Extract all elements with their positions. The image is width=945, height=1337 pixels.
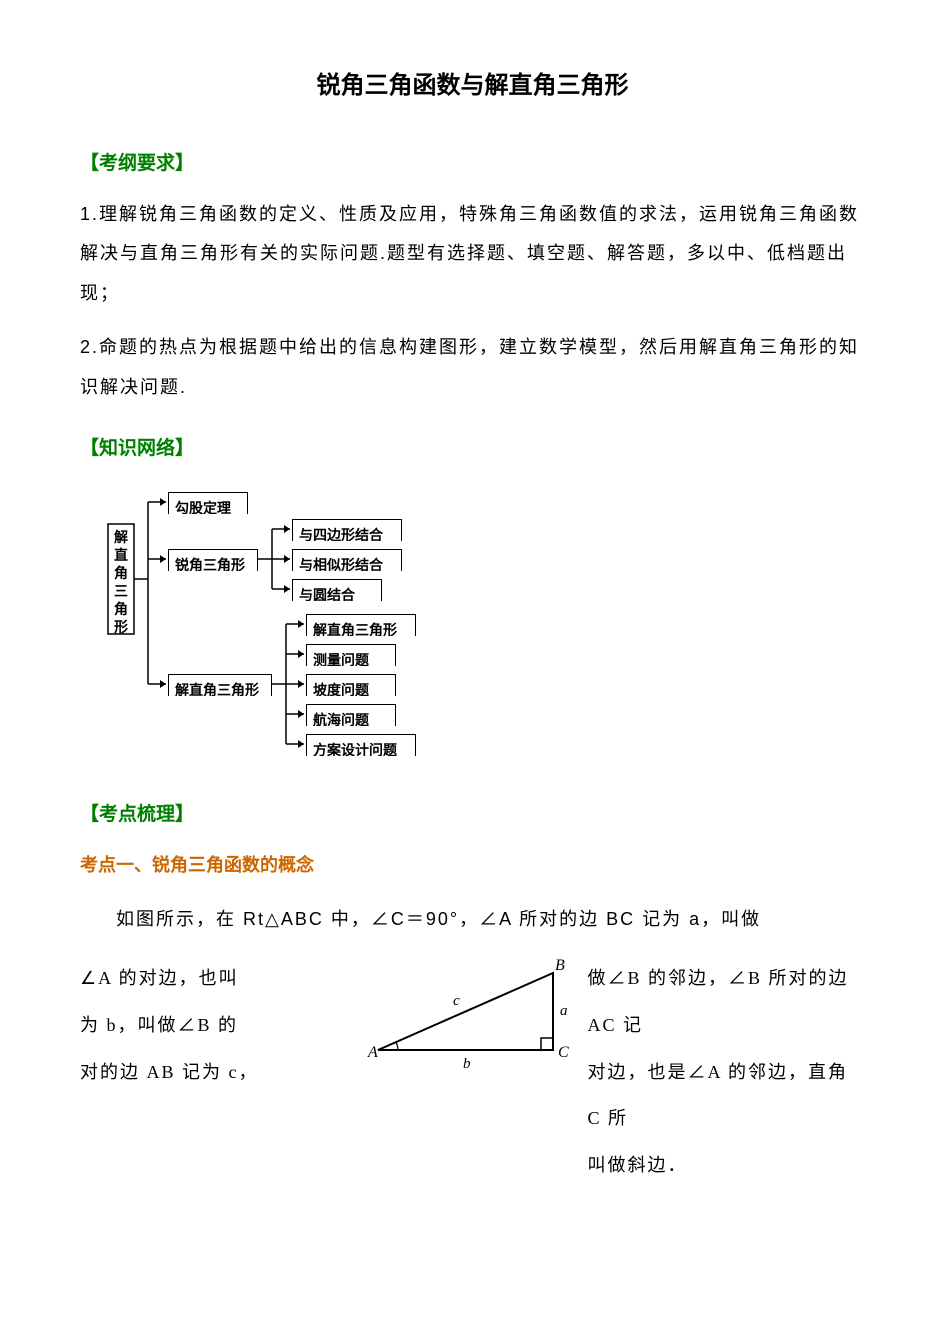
knowledge-network-diagram: 解 直 角 三 角 形 勾股定理 锐角三角形 与四边形结合 与相似形结合 与圆结…	[100, 484, 865, 774]
diagram-node-acute: 锐角三角形	[168, 549, 258, 571]
svg-text:B: B	[555, 957, 565, 974]
point1-intro: 如图所示，在 Rt△ABC 中，∠C＝90°，∠A 所对的边 BC 记为 a，叫…	[80, 900, 865, 940]
diagram-node-slope: 坡度问题	[306, 674, 396, 696]
triangle-figure-row: ∠A 的对边，也叫 为 b，叫做∠B 的 对的边 AB 记为 c， A B C …	[80, 955, 865, 1189]
svg-text:三: 三	[114, 585, 128, 600]
svg-text:b: b	[463, 1056, 471, 1072]
diagram-node-design: 方案设计问题	[306, 734, 416, 756]
wrap-left-3: 对的边 AB 记为 c，	[80, 1049, 358, 1096]
diagram-node-circle: 与圆结合	[292, 579, 382, 601]
subsection-point1: 考点一、锐角三角函数的概念	[80, 846, 865, 886]
svg-text:c: c	[453, 993, 460, 1009]
section-header-points: 【考点梳理】	[80, 794, 865, 836]
wrap-right-2: 对边，也是∠A 的邻边，直角 C 所	[588, 1049, 866, 1143]
diagram-node-solve: 解直角三角形	[168, 674, 272, 696]
triangle-figure: A B C a b c	[358, 955, 588, 1090]
section-header-network: 【知识网络】	[80, 428, 865, 470]
svg-text:解: 解	[114, 529, 128, 546]
page-title: 锐角三角函数与解直角三角形	[80, 60, 865, 113]
svg-text:角: 角	[114, 601, 128, 618]
wrap-right-1: 做∠B 的邻边，∠B 所对的边 AC 记	[588, 955, 866, 1049]
requirement-2: 2.命题的热点为根据题中给出的信息构建图形，建立数学模型，然后用解直角三角形的知…	[80, 328, 865, 407]
wrap-left-1: ∠A 的对边，也叫	[80, 955, 358, 1002]
svg-text:C: C	[558, 1044, 569, 1061]
svg-text:形: 形	[114, 619, 128, 636]
diagram-node-quad: 与四边形结合	[292, 519, 402, 541]
wrap-left-2: 为 b，叫做∠B 的	[80, 1002, 358, 1049]
requirement-1: 1.理解锐角三角函数的定义、性质及应用，特殊角三角函数值的求法，运用锐角三角函数…	[80, 195, 865, 314]
diagram-node-similar: 与相似形结合	[292, 549, 402, 571]
svg-text:A: A	[367, 1044, 378, 1061]
svg-text:直: 直	[114, 547, 128, 564]
diagram-node-measure: 测量问题	[306, 644, 396, 666]
wrap-right-3: 叫做斜边．	[588, 1142, 866, 1189]
svg-text:角: 角	[114, 565, 128, 582]
diagram-node-nav: 航海问题	[306, 704, 396, 726]
diagram-node-pythagoras: 勾股定理	[168, 492, 248, 514]
diagram-node-solve2: 解直角三角形	[306, 614, 416, 636]
svg-text:a: a	[560, 1003, 568, 1019]
section-header-requirements: 【考纲要求】	[80, 143, 865, 185]
